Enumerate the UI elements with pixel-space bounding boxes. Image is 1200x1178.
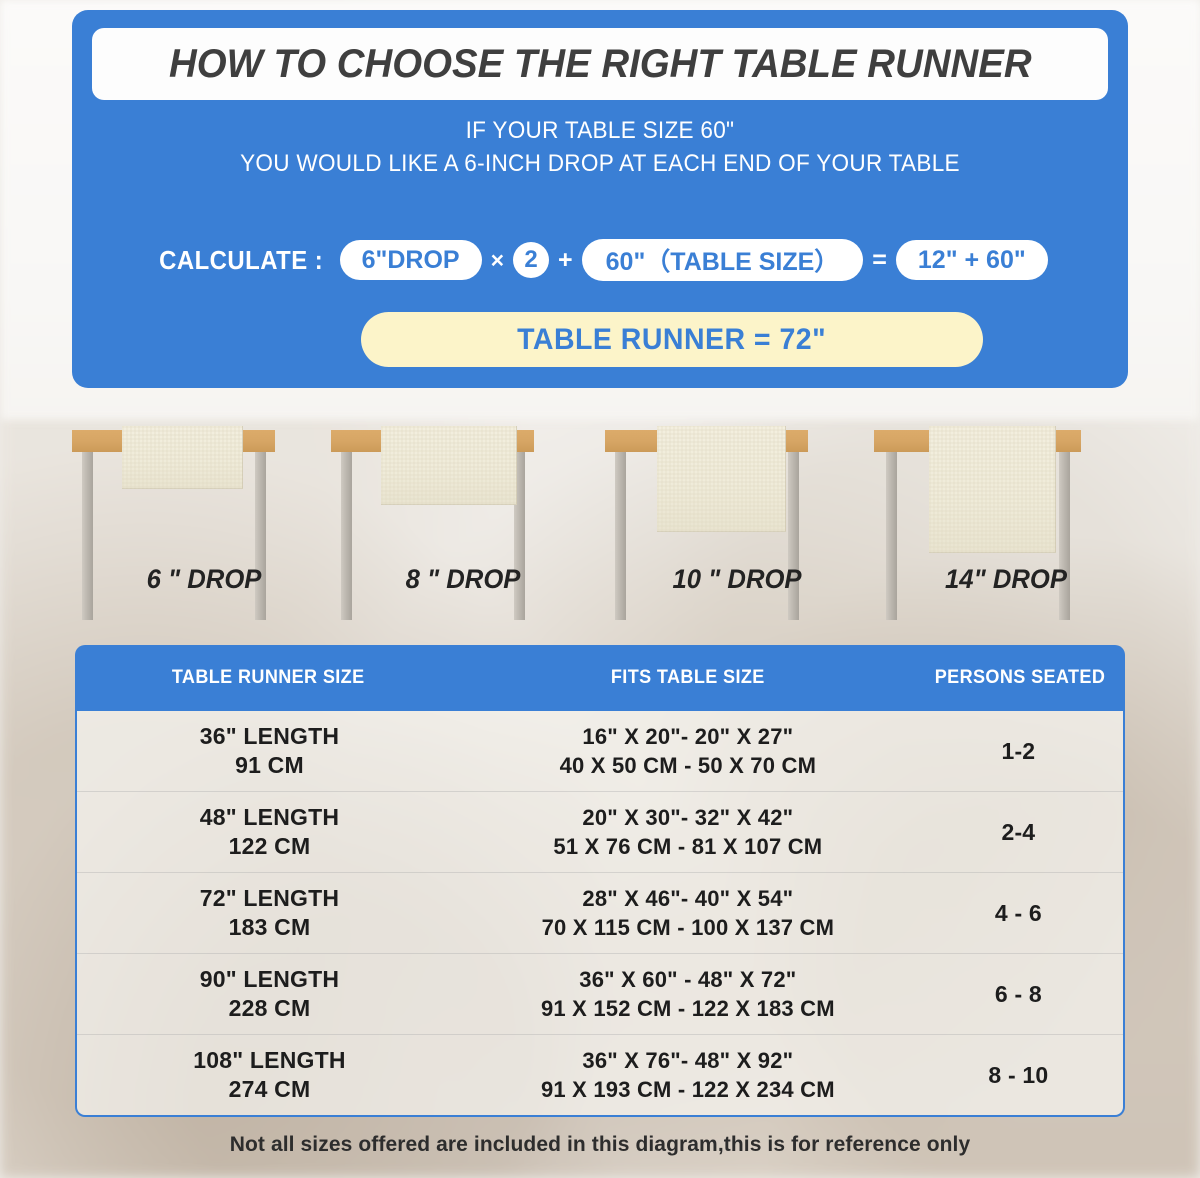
tabletop-icon bbox=[72, 430, 132, 452]
cell-fits-table-size: 20" X 30"- 32" X 42" 51 X 76 CM - 81 X 1… bbox=[462, 803, 914, 861]
size-table: TABLE RUNNER SIZE FITS TABLE SIZE PERSON… bbox=[75, 645, 1125, 1123]
drop-illustration-10: 10 " DROP bbox=[605, 424, 869, 620]
table-leg-icon bbox=[615, 452, 626, 620]
persons-seated-value: 2-4 bbox=[1001, 818, 1036, 845]
table-row: 48" LENGTH 122 CM 20" X 30"- 32" X 42" 5… bbox=[77, 792, 1123, 873]
intro-panel: HOW TO CHOOSE THE RIGHT TABLE RUNNER IF … bbox=[72, 10, 1128, 388]
title-box: HOW TO CHOOSE THE RIGHT TABLE RUNNER bbox=[92, 28, 1108, 100]
table-leg-icon bbox=[255, 452, 266, 620]
result-pill: TABLE RUNNER = 72" bbox=[361, 312, 983, 367]
tabletop-icon bbox=[331, 430, 391, 452]
runner-size-cm: 91 CM bbox=[235, 752, 304, 778]
fits-size-cm: 91 X 152 CM - 122 X 183 CM bbox=[540, 996, 835, 1021]
multiply-operator: × bbox=[490, 246, 505, 273]
drop-label: 6 " DROP bbox=[146, 564, 262, 594]
table-row: 72" LENGTH 183 CM 28" X 46"- 40" X 54" 7… bbox=[77, 873, 1123, 954]
subtitle-line-1: IF YOUR TABLE SIZE 60" bbox=[465, 117, 735, 144]
runner-size-cm: 122 CM bbox=[228, 833, 311, 859]
table-leg-icon bbox=[341, 452, 352, 620]
calc-multiplier-pill: 2 bbox=[513, 242, 550, 278]
calc-drop-pill: 6"DROP bbox=[339, 240, 482, 280]
runner-cloth-icon bbox=[122, 426, 243, 489]
cell-persons-seated: 4 - 6 bbox=[914, 899, 1123, 928]
table-header-row: TABLE RUNNER SIZE FITS TABLE SIZE PERSON… bbox=[75, 645, 1125, 711]
column-header-persons-seated: PERSONS SEATED bbox=[934, 667, 1106, 688]
table-leg-icon bbox=[1059, 452, 1070, 620]
subtitle: IF YOUR TABLE SIZE 60" YOU WOULD LIKE A … bbox=[104, 114, 1097, 180]
fits-size-cm: 91 X 193 CM - 122 X 234 CM bbox=[540, 1077, 835, 1102]
cell-runner-size: 108" LENGTH 274 CM bbox=[77, 1046, 462, 1104]
plus-operator: + bbox=[558, 245, 573, 274]
table-row: 90" LENGTH 228 CM 36" X 60" - 48" X 72" … bbox=[77, 954, 1123, 1035]
page-title: HOW TO CHOOSE THE RIGHT TABLE RUNNER bbox=[168, 41, 1032, 86]
cell-runner-size: 72" LENGTH 183 CM bbox=[77, 884, 462, 942]
persons-seated-value: 6 - 8 bbox=[994, 980, 1042, 1007]
drop-label: 8 " DROP bbox=[405, 564, 521, 594]
footer-note: Not all sizes offered are included in th… bbox=[229, 1133, 971, 1156]
fits-size-cm: 51 X 76 CM - 81 X 107 CM bbox=[553, 834, 823, 859]
runner-cloth-icon bbox=[929, 426, 1056, 553]
table-leg-icon bbox=[788, 452, 799, 620]
fits-size-inches: 36" X 60" - 48" X 72" bbox=[579, 967, 797, 992]
runner-size-cm: 183 CM bbox=[228, 914, 311, 940]
table-body: 36" LENGTH 91 CM 16" X 20"- 20" X 27" 40… bbox=[75, 711, 1125, 1117]
fits-size-inches: 28" X 46"- 40" X 54" bbox=[582, 886, 794, 911]
runner-size-cm: 274 CM bbox=[228, 1076, 311, 1102]
drop-illustration-14: 14" DROP bbox=[874, 424, 1138, 620]
runner-size-inches: 108" LENGTH bbox=[193, 1047, 346, 1073]
persons-seated-value: 1-2 bbox=[1001, 737, 1036, 764]
calc-sum-pill: 12" + 60" bbox=[895, 240, 1048, 280]
fits-size-inches: 16" X 20"- 20" X 27" bbox=[582, 724, 794, 749]
table-leg-icon bbox=[514, 452, 525, 620]
table-row: 108" LENGTH 274 CM 36" X 76"- 48" X 92" … bbox=[77, 1035, 1123, 1115]
runner-size-inches: 48" LENGTH bbox=[199, 804, 340, 830]
calculation-row: CALCULATE : 6"DROP × 2 + 60"（TABLE SIZE）… bbox=[72, 236, 1128, 284]
drop-label: 10 " DROP bbox=[672, 564, 802, 594]
table-leg-icon bbox=[82, 452, 93, 620]
runner-size-inches: 36" LENGTH bbox=[199, 723, 340, 749]
drop-illustration-8: 8 " DROP bbox=[331, 424, 595, 620]
fits-size-inches: 20" X 30"- 32" X 42" bbox=[582, 805, 794, 830]
drop-label: 14" DROP bbox=[945, 564, 1067, 594]
cell-fits-table-size: 36" X 60" - 48" X 72" 91 X 152 CM - 122 … bbox=[462, 965, 914, 1023]
table-leg-icon bbox=[886, 452, 897, 620]
runner-cloth-icon bbox=[657, 426, 786, 532]
persons-seated-value: 4 - 6 bbox=[994, 899, 1042, 926]
runner-size-inches: 72" LENGTH bbox=[199, 885, 340, 911]
cell-fits-table-size: 16" X 20"- 20" X 27" 40 X 50 CM - 50 X 7… bbox=[462, 722, 914, 780]
subtitle-line-2: YOU WOULD LIKE A 6-INCH DROP AT EACH END… bbox=[240, 150, 960, 177]
equals-operator: = bbox=[872, 245, 887, 274]
cell-fits-table-size: 28" X 46"- 40" X 54" 70 X 115 CM - 100 X… bbox=[462, 884, 914, 942]
drop-illustrations: 6 " DROP 8 " DROP 10 " DROP 14" DROP bbox=[72, 424, 1128, 620]
cell-persons-seated: 2-4 bbox=[914, 818, 1123, 847]
persons-seated-value: 8 - 10 bbox=[988, 1061, 1049, 1088]
fits-size-inches: 36" X 76"- 48" X 92" bbox=[582, 1048, 794, 1073]
cell-runner-size: 90" LENGTH 228 CM bbox=[77, 965, 462, 1023]
cell-persons-seated: 6 - 8 bbox=[914, 980, 1123, 1009]
fits-size-cm: 70 X 115 CM - 100 X 137 CM bbox=[541, 915, 835, 940]
runner-size-cm: 228 CM bbox=[228, 995, 311, 1021]
column-header-fits-table-size: FITS TABLE SIZE bbox=[611, 667, 766, 688]
cell-persons-seated: 8 - 10 bbox=[914, 1061, 1123, 1090]
tabletop-icon bbox=[874, 430, 936, 452]
drop-illustration-6: 6 " DROP bbox=[72, 424, 336, 620]
calc-table-size-pill: 60"（TABLE SIZE） bbox=[581, 239, 864, 281]
cell-runner-size: 36" LENGTH 91 CM bbox=[77, 722, 462, 780]
calculate-label: CALCULATE : bbox=[159, 244, 324, 275]
result-text: TABLE RUNNER = 72" bbox=[517, 322, 827, 356]
table-row: 36" LENGTH 91 CM 16" X 20"- 20" X 27" 40… bbox=[77, 711, 1123, 792]
tabletop-icon bbox=[605, 430, 665, 452]
runner-cloth-icon bbox=[381, 426, 517, 505]
column-header-runner-size: TABLE RUNNER SIZE bbox=[171, 667, 365, 688]
fits-size-cm: 40 X 50 CM - 50 X 70 CM bbox=[559, 753, 817, 778]
cell-runner-size: 48" LENGTH 122 CM bbox=[77, 803, 462, 861]
cell-persons-seated: 1-2 bbox=[914, 737, 1123, 766]
cell-fits-table-size: 36" X 76"- 48" X 92" 91 X 193 CM - 122 X… bbox=[462, 1046, 914, 1104]
runner-size-inches: 90" LENGTH bbox=[199, 966, 340, 992]
